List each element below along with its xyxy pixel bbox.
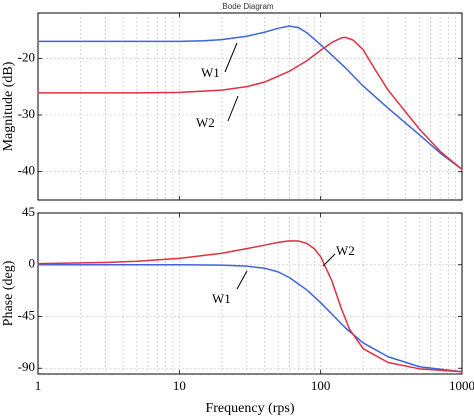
- plot-area: [37, 212, 463, 375]
- x-tick-label: 100: [311, 378, 331, 393]
- x-tick-label: 10: [173, 378, 186, 393]
- chart-title: Bode Diagram: [222, 2, 273, 11]
- annotation-label-w2: W2: [336, 243, 355, 258]
- annotation-label-w1: W1: [212, 291, 231, 306]
- y-tick-label: 45: [22, 204, 35, 219]
- grid: [38, 13, 462, 200]
- series-line-w1: [37, 25, 463, 171]
- annotation-leader: [227, 95, 239, 122]
- y-tick-label: -45: [18, 307, 35, 322]
- y-tick-label: -40: [18, 163, 35, 178]
- series-line-w1: [37, 264, 463, 373]
- x-axis-label: Frequency (rps): [205, 401, 294, 416]
- annotation-leader: [236, 270, 248, 290]
- annotation-leader: [224, 42, 238, 73]
- annotation-label-w1: W1: [201, 65, 220, 80]
- y-tick-label: -30: [18, 106, 35, 121]
- grid: [38, 213, 462, 374]
- phase-plot: 45 0 -45 -901 10 100 1000 Phase (deg) Frequency …: [1, 204, 474, 416]
- y-axis-label: Magnitude (dB): [1, 61, 16, 151]
- y-tick-label: 0: [29, 256, 36, 271]
- y-axis-label: Phase (deg): [1, 260, 16, 326]
- y-tick-label: -20: [18, 49, 35, 64]
- annotation-label-w2: W2: [196, 115, 215, 130]
- annotation-leader: [322, 253, 336, 267]
- y-tick-label: -90: [18, 359, 35, 374]
- plot-area: [37, 12, 463, 201]
- series-line-w2: [37, 240, 463, 373]
- series-line-w2: [37, 36, 463, 171]
- x-tick-label: 1: [35, 378, 42, 393]
- x-tick-label: 1000: [449, 378, 474, 393]
